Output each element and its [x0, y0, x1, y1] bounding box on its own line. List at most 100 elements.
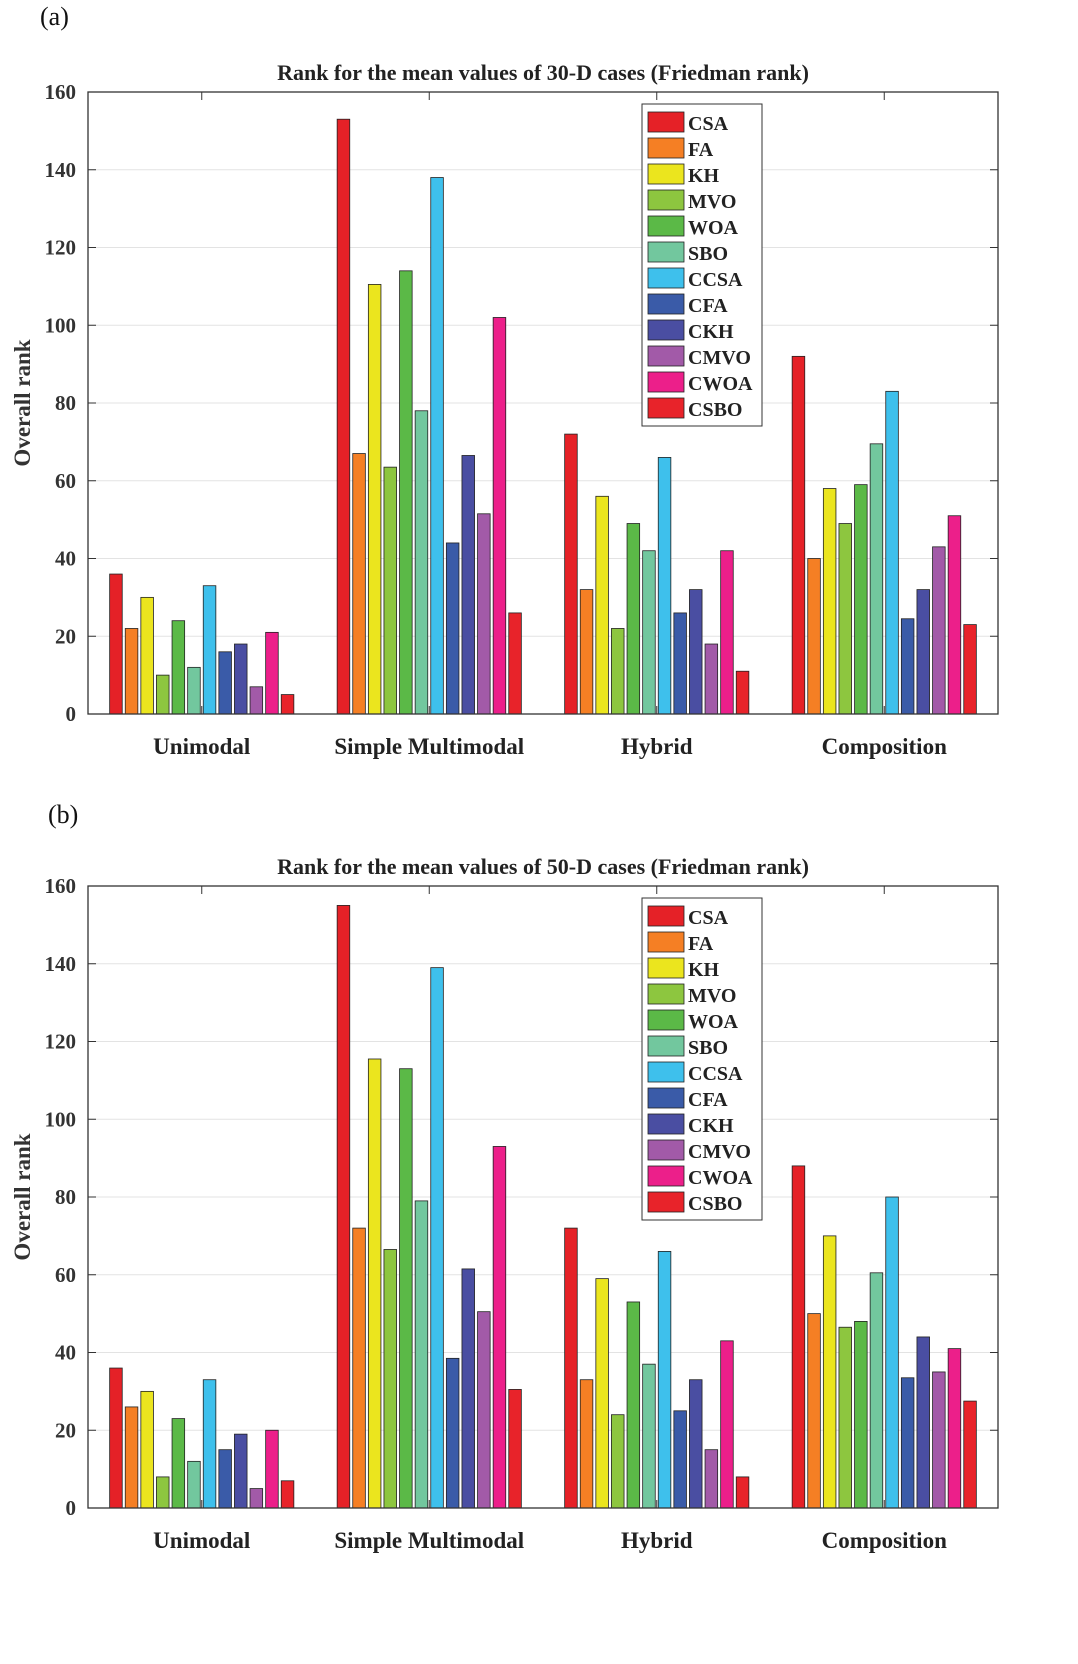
legend-label-sbo: SBO: [688, 1037, 728, 1059]
y-tick-label: 80: [55, 391, 76, 415]
bar-cwoa-hybrid: [720, 1340, 734, 1509]
bar-woa-simple-multimodal: [399, 270, 413, 715]
bar-ccsa-hybrid: [657, 1251, 672, 1509]
legend-label-cmvo: CMVO: [688, 347, 751, 369]
bar-ccsa-hybrid: [657, 457, 672, 715]
bar-cwoa-unimodal: [265, 631, 279, 715]
bar-cwoa-composition: [947, 515, 962, 715]
y-tick-label: 160: [45, 874, 77, 898]
x-tick-label: Simple Multimodal: [334, 734, 524, 759]
legend-swatch-sbo: [647, 1035, 685, 1057]
bar-mvo-unimodal: [156, 1476, 170, 1509]
x-tick-label: Hybrid: [621, 1528, 693, 1553]
y-tick-label: 140: [45, 952, 77, 976]
y-tick-label: 0: [66, 1496, 77, 1520]
legend-swatch-woa: [647, 215, 685, 237]
legend-label-sbo: SBO: [688, 243, 728, 265]
bar-mvo-hybrid: [611, 1414, 625, 1509]
bar-mvo-simple-multimodal: [383, 466, 397, 715]
legend: CSA FA KH MVO WOA SBO CCSA CFA CKH CMVO CWOA CSBO: [641, 897, 763, 1221]
bar-csbo-simple-multimodal: [508, 1389, 522, 1509]
y-tick-label: 0: [66, 702, 77, 726]
legend-label-fa: FA: [688, 933, 714, 955]
bar-fa-composition: [807, 1313, 821, 1509]
y-tick-label: 20: [55, 624, 76, 648]
bar-mvo-composition: [838, 523, 852, 715]
legend-swatch-cfa: [647, 1087, 685, 1109]
plot-frame: [87, 885, 999, 1509]
legend-label-ckh: CKH: [688, 321, 734, 343]
legend-swatch-ccsa: [647, 267, 685, 289]
bar-kh-composition: [822, 488, 837, 715]
y-tick-label: 20: [55, 1418, 76, 1442]
legend-swatch-fa: [647, 137, 685, 159]
bar-cfa-unimodal: [218, 1449, 232, 1509]
bar-cfa-simple-multimodal: [445, 1357, 460, 1509]
bar-woa-composition: [854, 1321, 868, 1509]
y-axis-label: Overall rank: [10, 1133, 35, 1260]
x-tick-label: Composition: [822, 734, 947, 759]
y-tick-label: 140: [45, 158, 77, 182]
y-tick-label: 60: [55, 1263, 76, 1287]
bar-ccsa-unimodal: [202, 585, 217, 715]
y-tick-label: 100: [45, 1107, 77, 1131]
legend-swatch-ckh: [647, 1113, 685, 1135]
bar-csa-simple-multimodal: [336, 118, 351, 715]
bar-mvo-unimodal: [156, 674, 170, 715]
panel-label-b: (b): [48, 800, 79, 829]
bar-sbo-composition: [869, 443, 884, 715]
y-tick-label: 40: [55, 1341, 76, 1365]
legend-swatch-sbo: [647, 241, 685, 263]
bar-ckh-composition: [916, 1336, 930, 1509]
bar-cfa-composition: [900, 1377, 915, 1509]
y-axis-label: Overall rank: [10, 339, 35, 466]
legend-label-kh: KH: [688, 959, 720, 981]
bar-woa-hybrid: [626, 1301, 641, 1509]
legend-swatch-cmvo: [647, 345, 685, 367]
bar-cmvo-unimodal: [249, 686, 264, 715]
legend: CSA FA KH MVO WOA SBO CCSA CFA CKH CMVO CWOA CSBO: [641, 103, 763, 427]
legend-label-cwoa: CWOA: [688, 1167, 753, 1189]
y-tick-label: 80: [55, 1185, 76, 1209]
legend-label-csa: CSA: [688, 907, 729, 929]
bar-cfa-simple-multimodal: [445, 542, 460, 715]
bar-cwoa-hybrid: [720, 550, 734, 715]
legend-swatch-ckh: [647, 319, 685, 341]
legend-label-cfa: CFA: [688, 295, 728, 317]
bar-cmvo-unimodal: [249, 1488, 264, 1509]
bar-csa-hybrid: [564, 1227, 578, 1509]
legend-label-ccsa: CCSA: [688, 1063, 743, 1085]
bar-cmvo-simple-multimodal: [477, 513, 491, 715]
bar-cwoa-composition: [947, 1348, 962, 1509]
bar-csbo-composition: [963, 624, 977, 715]
x-tick-label: Composition: [822, 1528, 947, 1553]
bar-csbo-hybrid: [735, 670, 750, 715]
bar-kh-hybrid: [595, 495, 609, 715]
bar-ccsa-composition: [885, 1196, 899, 1509]
legend-label-ckh: CKH: [688, 1115, 734, 1137]
legend-swatch-cfa: [647, 293, 685, 315]
panel-label-a: (a): [40, 2, 69, 31]
legend-label-cfa: CFA: [688, 1089, 728, 1111]
bar-sbo-unimodal: [187, 1460, 201, 1509]
bar-csbo-composition: [963, 1400, 977, 1509]
bar-woa-hybrid: [626, 523, 641, 715]
bar-ccsa-simple-multimodal: [430, 177, 444, 715]
bar-ckh-unimodal: [234, 1433, 248, 1509]
bar-cfa-hybrid: [673, 1410, 687, 1509]
legend-label-fa: FA: [688, 139, 714, 161]
bar-sbo-unimodal: [187, 666, 201, 715]
bar-mvo-composition: [838, 1326, 852, 1509]
legend-swatch-kh: [647, 957, 685, 979]
y-tick-label: 40: [55, 547, 76, 571]
bar-csa-unimodal: [109, 573, 123, 715]
legend-swatch-woa: [647, 1009, 685, 1031]
bar-ccsa-simple-multimodal: [430, 967, 444, 1509]
plot-frame: [87, 91, 999, 715]
legend-label-csbo: CSBO: [688, 399, 742, 421]
bar-kh-unimodal: [140, 596, 154, 715]
bar-sbo-hybrid: [642, 550, 656, 715]
bar-sbo-simple-multimodal: [414, 410, 429, 715]
y-tick-label: 120: [45, 1030, 77, 1054]
legend-label-woa: WOA: [688, 1011, 739, 1033]
